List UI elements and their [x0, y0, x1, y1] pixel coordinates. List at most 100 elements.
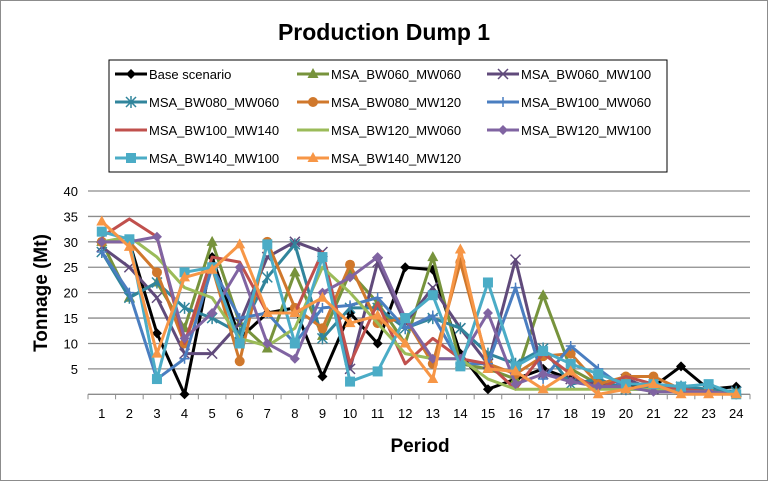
data-point-asterisk [261, 271, 273, 284]
data-point-plus [372, 292, 383, 303]
x-tick-label: 4 [181, 406, 188, 421]
data-point-plus [427, 310, 438, 321]
data-point-diamond [179, 389, 190, 400]
data-point-triangle [592, 388, 604, 399]
x-tick-label: 3 [153, 406, 160, 421]
y-tick-label: 15 [64, 311, 78, 326]
data-point-diamond [400, 262, 411, 273]
data-point-triangle [565, 365, 577, 376]
data-point-triangle [427, 251, 439, 262]
y-tick-label: 35 [64, 209, 78, 224]
data-point-square [126, 153, 136, 163]
legend-item: Base scenario [115, 67, 231, 82]
data-point-square [565, 358, 576, 369]
data-point-triangle [307, 152, 319, 162]
x-tick-label: 5 [209, 406, 216, 421]
data-point-plus [317, 302, 328, 313]
data-point-asterisk [125, 96, 137, 108]
data-point-plus [510, 282, 521, 293]
x-tick-label: 8 [291, 406, 298, 421]
y-tick-label: 5 [71, 362, 78, 377]
data-point-triangle [537, 289, 549, 300]
legend-item: MSA_BW120_MW100 [487, 123, 651, 138]
data-point-diamond [482, 384, 493, 395]
data-point-triangle [151, 347, 163, 358]
data-point-plus [179, 353, 190, 364]
y-tick-label: 40 [64, 184, 78, 199]
data-point-diamond [179, 333, 190, 344]
data-point-square [538, 346, 549, 357]
data-point-square [372, 366, 383, 377]
data-point-triangle [372, 309, 384, 320]
data-point-triangle [206, 235, 218, 246]
x-tick-label: 20 [619, 406, 633, 421]
legend-label: MSA_BW060_MW060 [331, 67, 461, 82]
data-point-diamond [207, 307, 218, 318]
x-tick-label: 19 [591, 406, 605, 421]
legend-label: MSA_BW080_MW120 [331, 95, 461, 110]
data-point-square [317, 252, 328, 263]
data-point-circle [308, 97, 318, 107]
x-tick-label: 2 [126, 406, 133, 421]
data-point-triangle [206, 263, 218, 274]
data-point-plus [124, 287, 135, 298]
data-point-x [510, 254, 522, 266]
legend-item: MSA_BW100_MW060 [487, 95, 651, 110]
data-point-diamond [593, 381, 604, 392]
data-point-plus [96, 246, 107, 257]
x-tick-label: 11 [371, 406, 385, 421]
data-point-x [206, 348, 218, 360]
data-point-plus [498, 97, 508, 107]
data-point-square [482, 277, 493, 288]
x-tick-label: 6 [236, 406, 243, 421]
data-point-square [289, 338, 300, 349]
data-point-diamond [565, 376, 576, 387]
data-point-circle [317, 323, 328, 334]
data-point-asterisk [289, 238, 301, 251]
data-point-triangle [454, 243, 466, 254]
x-tick-label: 21 [646, 406, 660, 421]
data-point-triangle [316, 291, 328, 302]
data-point-triangle [620, 383, 632, 394]
data-point-diamond [96, 236, 107, 247]
data-point-x [151, 292, 163, 304]
data-point-square [455, 361, 466, 372]
legend-item: MSA_BW100_MW140 [115, 123, 279, 138]
data-point-square [593, 368, 604, 379]
x-tick-label: 10 [343, 406, 357, 421]
y-tick-label: 25 [64, 260, 78, 275]
data-point-asterisk [316, 332, 328, 345]
legend-item: MSA_BW060_MW100 [487, 67, 651, 82]
data-point-triangle [261, 306, 273, 317]
data-point-square [262, 239, 273, 250]
data-point-asterisk [454, 322, 466, 335]
data-point-plus [234, 313, 245, 324]
data-point-triangle [675, 388, 687, 399]
legend-item: MSA_BW060_MW060 [297, 67, 461, 82]
x-tick-label: 13 [426, 406, 440, 421]
legend-label: MSA_BW120_MW060 [331, 123, 461, 138]
data-point-triangle [289, 306, 301, 317]
legend-item: MSA_BW080_MW060 [115, 95, 279, 110]
x-axis-label: Period [390, 436, 449, 457]
data-point-diamond [482, 307, 493, 318]
data-point-x [497, 68, 509, 80]
data-point-triangle [703, 388, 715, 399]
data-point-triangle [179, 271, 191, 282]
x-tick-label: 1 [98, 406, 105, 421]
legend-label: MSA_BW140_MW120 [331, 151, 461, 166]
data-point-square [96, 226, 107, 237]
data-point-diamond [262, 338, 273, 349]
x-tick-label: 18 [563, 406, 577, 421]
data-point-diamond [648, 386, 659, 397]
x-tick-label: 16 [508, 406, 522, 421]
legend-label: Base scenario [149, 67, 231, 82]
x-tick-label: 17 [536, 406, 550, 421]
data-point-triangle [234, 238, 246, 249]
legend-box [108, 59, 668, 173]
data-point-plus [565, 341, 576, 352]
data-point-triangle [289, 266, 301, 277]
data-point-diamond [151, 231, 162, 242]
series-msa-bw140-mw120 [96, 215, 742, 399]
